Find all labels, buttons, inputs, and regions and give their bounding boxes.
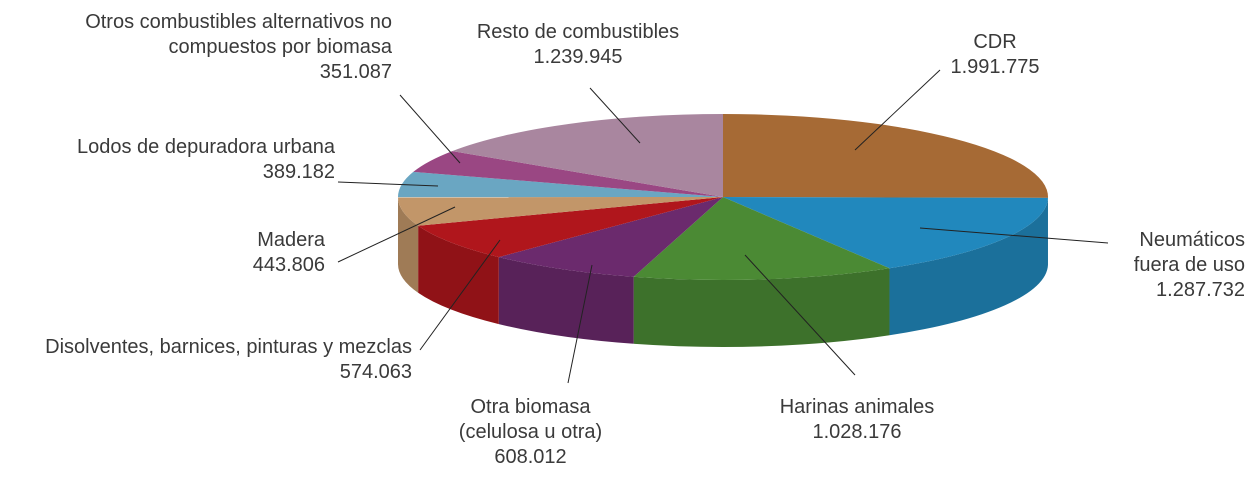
- leader-line: [337, 181, 439, 187]
- slice-side: [418, 225, 499, 325]
- leader-line: [744, 254, 856, 376]
- category-label: Otros combustibles alternativos no compu…: [85, 11, 392, 58]
- leader-line: [589, 87, 641, 144]
- slice-label: Harinas animales 1.028.176: [757, 395, 957, 445]
- slice-label: Lodos de depuradora urbana 389.182: [0, 135, 335, 185]
- slice-label: Otros combustibles alternativos no compu…: [30, 10, 392, 85]
- slice: [418, 197, 723, 258]
- category-label: Neumáticos fuera de uso: [1133, 229, 1245, 276]
- leader-line: [399, 94, 461, 164]
- slice: [723, 197, 1048, 269]
- slice-side: [633, 268, 890, 347]
- value-label: 389.182: [262, 161, 335, 183]
- slice-label: Neumáticos fuera de uso 1.287.732: [1100, 228, 1245, 303]
- leader-line: [854, 69, 941, 151]
- category-label: Disolventes, barnices, pinturas y mezcla…: [45, 336, 412, 358]
- slice: [452, 114, 723, 197]
- value-label: 1.287.732: [1156, 279, 1245, 301]
- slice-label: Disolventes, barnices, pinturas y mezcla…: [0, 335, 412, 385]
- value-label: 574.063: [339, 361, 412, 383]
- value-label: 1.028.176: [812, 421, 902, 443]
- category-label: Harinas animales: [779, 396, 935, 418]
- slice: [498, 197, 723, 277]
- category-label: Madera: [257, 229, 325, 251]
- leader-line: [567, 264, 593, 384]
- value-label: 351.087: [319, 61, 392, 83]
- slice-label: Resto de combustibles 1.239.945: [428, 20, 728, 70]
- leader-line: [337, 206, 456, 263]
- leader-line: [419, 239, 501, 351]
- slice-label: Otra biomasa (celulosa u otra) 608.012: [438, 395, 623, 470]
- slice: [633, 197, 890, 280]
- slice: [723, 114, 1049, 198]
- slice: [398, 171, 723, 198]
- slice-side: [498, 257, 634, 344]
- category-label: CDR: [973, 31, 1017, 53]
- value-label: 443.806: [252, 254, 325, 276]
- slice-label: CDR 1.991.775: [895, 30, 1095, 80]
- slice-label: Madera 443.806: [125, 228, 325, 278]
- value-label: 1.991.775: [950, 56, 1040, 78]
- value-label: 608.012: [494, 446, 567, 468]
- slice: [413, 151, 723, 197]
- value-label: 1.239.945: [533, 46, 623, 68]
- slice-side: [889, 197, 1048, 336]
- category-label: Otra biomasa (celulosa u otra): [458, 396, 603, 443]
- leader-line: [919, 227, 1109, 244]
- slice-side: [398, 197, 419, 293]
- category-label: Resto de combustibles: [476, 21, 680, 43]
- slice: [398, 197, 723, 226]
- category-label: Lodos de depuradora urbana: [77, 136, 335, 158]
